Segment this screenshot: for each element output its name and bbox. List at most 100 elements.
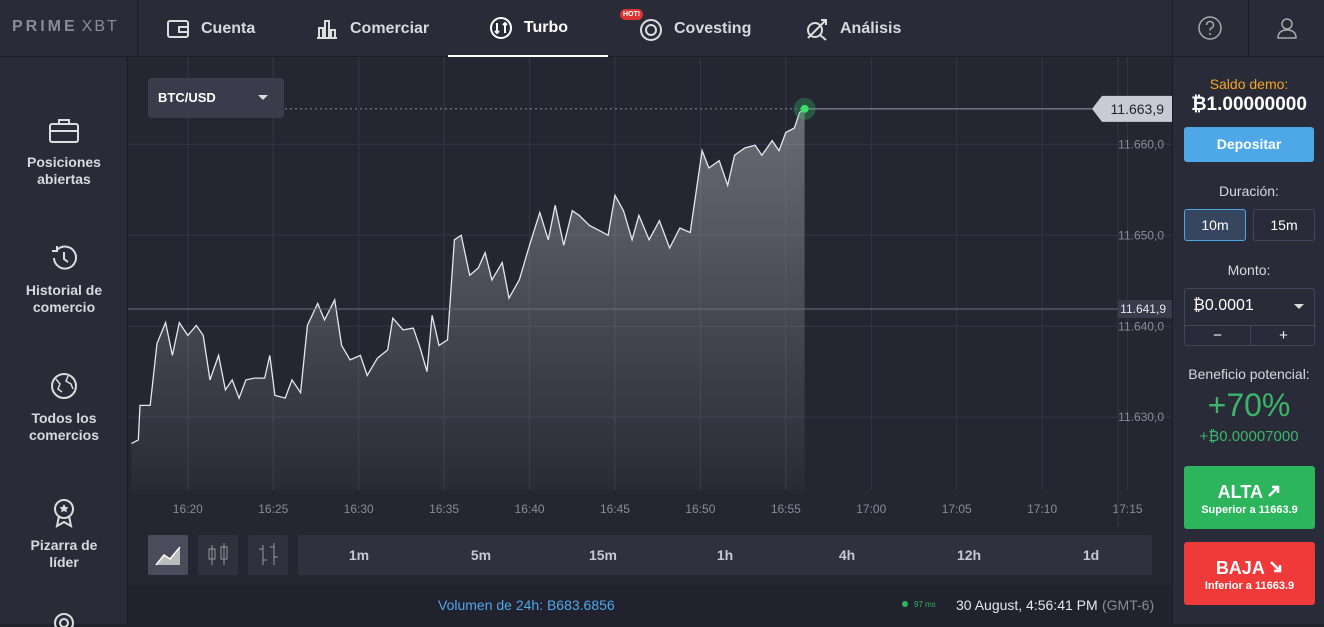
separator — [1172, 0, 1173, 57]
timeframe[interactable]: 1d — [1082, 547, 1100, 563]
wallet-icon — [167, 19, 189, 38]
divider — [1250, 326, 1251, 346]
chart-type-bars[interactable] — [248, 535, 288, 575]
chart-type-candles[interactable] — [198, 535, 238, 575]
analysis-icon — [807, 18, 827, 41]
balance-label: Saldo demo: — [1209, 76, 1289, 92]
sidebar-label: Pizarra de líder — [30, 537, 98, 570]
settings-icon[interactable] — [48, 607, 80, 627]
covesting-icon — [640, 18, 662, 41]
x-tick-label: 17:00 — [856, 502, 886, 516]
timezone: (GMT-6) — [1102, 597, 1155, 613]
x-tick-label: 16:45 — [600, 502, 630, 516]
timeframe[interactable]: 5m — [470, 547, 492, 563]
last-point — [800, 104, 809, 113]
footer: Volumen de 24h: B683.6856 97 ms 30 Augus… — [128, 585, 1172, 624]
y-tick-label: 11.660,0 — [1118, 137, 1164, 151]
logo-text: PRIME — [12, 18, 78, 35]
nav-item-active[interactable]: Turbo — [448, 0, 608, 57]
turbo-icon — [489, 16, 512, 39]
arrow-down-icon — [1270, 561, 1282, 573]
up-label-row: ALTA — [1184, 482, 1315, 503]
x-tick-label: 16:40 — [515, 502, 545, 516]
timeframe[interactable]: 1h — [716, 547, 734, 563]
x-tick-label: 17:15 — [1113, 502, 1143, 516]
timeframe[interactable]: 15m — [588, 547, 618, 563]
plus-button[interactable]: + — [1279, 327, 1288, 344]
timeframe[interactable]: 1m — [348, 547, 370, 563]
sidebar-item[interactable]: Historial de comercio — [0, 243, 128, 316]
nav-item[interactable]: Comerciar — [312, 0, 431, 57]
volume: Volumen de 24h: B683.6856 — [438, 597, 615, 613]
duration-option-active[interactable]: 10m — [1184, 209, 1246, 241]
up-button[interactable]: ALTA Superior a 11663.9 — [1184, 466, 1315, 529]
x-tick-label: 16:20 — [173, 502, 203, 516]
amount: ₿0.0001 — [1193, 297, 1254, 314]
amount-label: Monto: — [1227, 262, 1271, 278]
logo-suffix: XBT — [81, 18, 119, 35]
sidebar-item[interactable]: Pizarra de líder — [0, 498, 128, 571]
sidebar-item[interactable]: Todos los comercios — [0, 371, 128, 444]
nav-label: Comerciar — [350, 19, 430, 37]
profit-percent: +70% — [1207, 387, 1291, 423]
sidebar-label: Todos los comercios — [28, 410, 100, 443]
briefcase-icon — [49, 119, 79, 143]
balance: ₿1.00000000 — [1191, 94, 1307, 115]
sidebar-item[interactable]: Posiciones abiertas — [0, 117, 128, 188]
nav-item[interactable]: Covesting — [636, 0, 753, 57]
nav-label: Cuenta — [201, 19, 256, 37]
profit-amount: +₿0.00007000 — [1199, 428, 1299, 445]
down-label: BAJA — [1215, 558, 1265, 578]
reference-label: 11.641,9 — [1120, 302, 1166, 316]
line-icon — [155, 546, 181, 566]
timeframe[interactable]: 12h — [956, 547, 982, 563]
arrow-up-icon — [1268, 485, 1280, 497]
x-tick-label: 16:50 — [685, 502, 715, 516]
up-sub: Superior a 11663.9 — [1201, 504, 1298, 516]
timeframe[interactable]: 4h — [838, 547, 856, 563]
x-tick-label: 17:05 — [942, 502, 972, 516]
divider — [1185, 325, 1316, 326]
nav-label: Covesting — [674, 19, 752, 37]
nav-label: Turbo — [523, 18, 569, 36]
x-tick-label: 16:30 — [344, 502, 374, 516]
sidebar-label: Historial de comercio — [25, 282, 103, 315]
nav-label: Análisis — [840, 19, 902, 37]
minus-button[interactable]: − — [1213, 327, 1222, 344]
sidebar-label: Posiciones abiertas — [27, 154, 101, 187]
globe-icon — [51, 373, 77, 399]
reference-label-box — [1118, 299, 1172, 318]
separator — [137, 0, 138, 57]
amount-field[interactable]: ₿0.0001 − + — [1184, 288, 1316, 346]
down-button[interactable]: BAJA Inferior a 11663.9 — [1184, 542, 1315, 605]
help-button[interactable] — [1197, 15, 1223, 41]
candle-icon — [208, 543, 228, 565]
grid: 16:20 16:25 16:30 16:35 16:40 16:45 16:50 16:55… — [128, 57, 1172, 527]
logo[interactable]: PRIME XBT — [12, 18, 119, 36]
latency: 97 ms — [914, 600, 936, 609]
pair-selector[interactable]: BTC/USD — [148, 78, 284, 118]
price-chart: 16:20 16:25 16:30 16:35 16:40 16:45 16:50 16:55… — [128, 57, 1172, 585]
separator — [1248, 0, 1249, 57]
nav-item[interactable]: Cuenta — [163, 0, 257, 57]
user-button[interactable] — [1274, 15, 1300, 41]
down-label-row: BAJA — [1184, 558, 1315, 579]
duration-option[interactable]: 15m — [1253, 209, 1315, 241]
trade-panel: Saldo demo: ₿1.00000000 Depositar Duraci… — [1172, 57, 1324, 624]
down-sub: Inferior a 11663.9 — [1204, 580, 1295, 592]
award-icon — [54, 499, 74, 528]
hot-badge: HOT! — [620, 9, 644, 20]
nav-item[interactable]: Análisis — [802, 0, 903, 57]
x-tick-label: 16:55 — [771, 502, 801, 516]
chart-type-line[interactable] — [148, 535, 188, 575]
price-area — [131, 108, 805, 491]
y-tick-label: 11.630,0 — [1118, 410, 1164, 424]
deposit-button[interactable]: Depositar — [1184, 127, 1314, 162]
dropdown-arrow — [1294, 304, 1304, 314]
sidebar: Posiciones abiertas Historial de comerci… — [0, 57, 128, 627]
x-tick-label: 16:35 — [429, 502, 459, 516]
x-tick-label: 17:10 — [1027, 502, 1057, 516]
profit-label: Beneficio potencial: — [1188, 366, 1310, 382]
price-line — [131, 108, 805, 445]
